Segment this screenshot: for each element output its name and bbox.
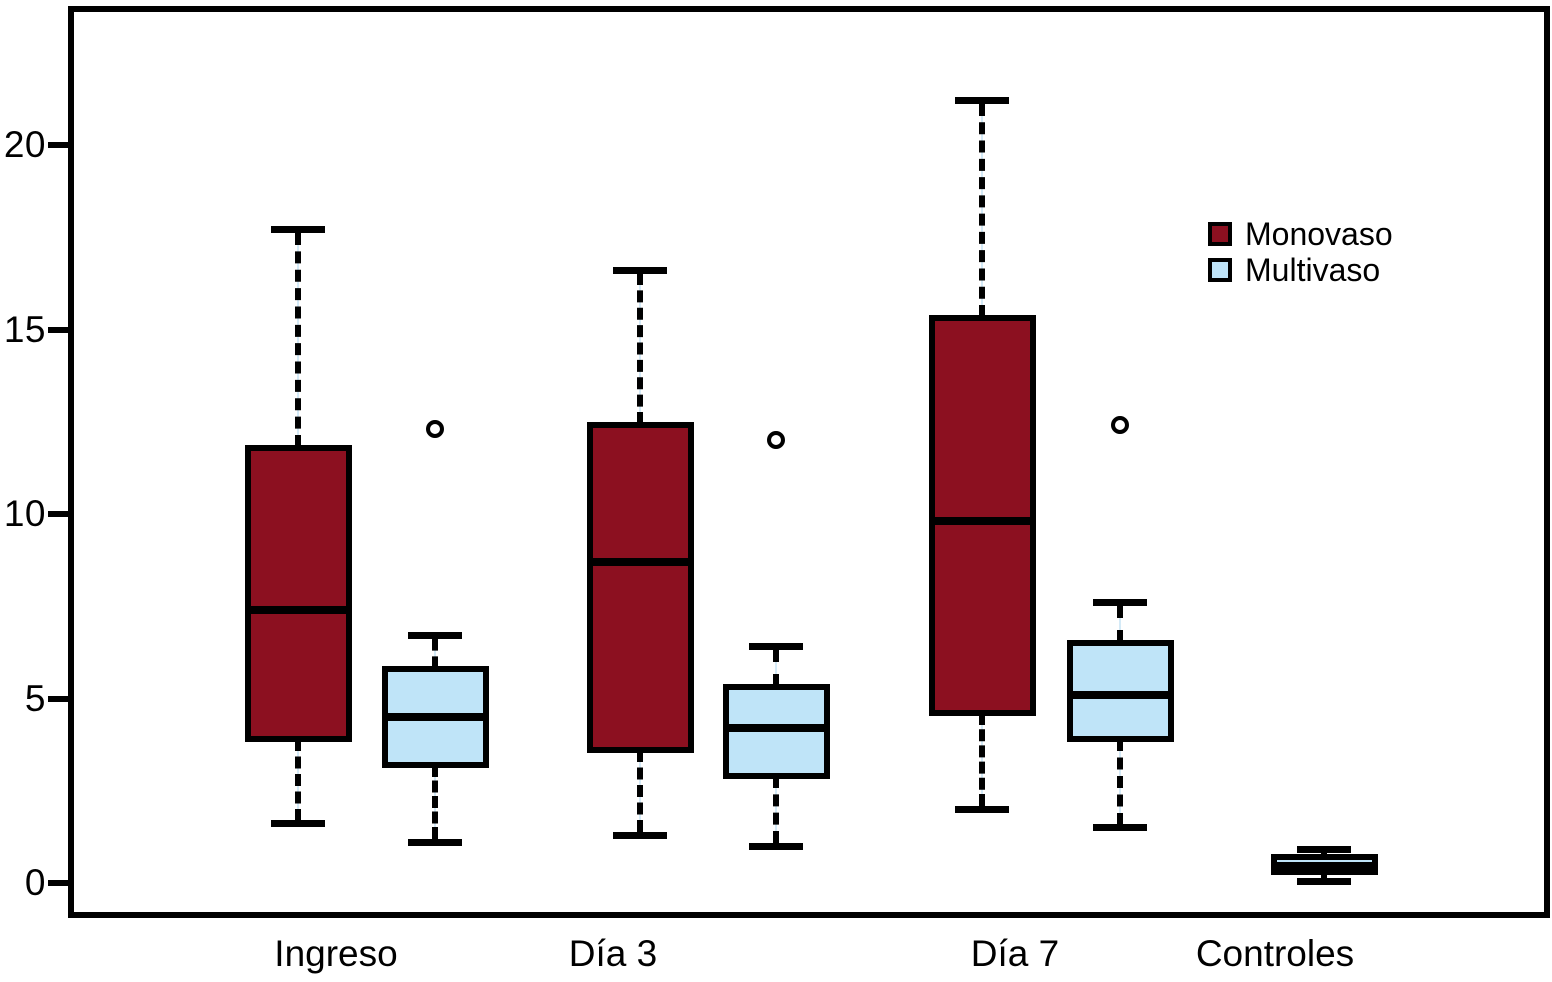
whisker-cap-min (955, 805, 1009, 813)
median-line-monovaso-dia-7 (934, 517, 1030, 526)
y-axis-tick (48, 880, 68, 886)
legend-label-monovaso: Monovaso (1245, 216, 1393, 252)
outlier-point-multivaso-dia-3 (767, 431, 785, 450)
whisker-lower-dashes (295, 739, 301, 821)
x-axis-label: Controles (1195, 933, 1355, 974)
y-axis-tick (48, 326, 68, 333)
whisker-cap-min (271, 820, 325, 828)
median-line-multivaso-dia-7 (1072, 690, 1168, 699)
legend: Monovaso Multivaso (1208, 216, 1393, 291)
y-axis-tick-label: 5 (24, 677, 46, 719)
y-axis-tick (48, 142, 68, 148)
whisker-lower-dashes (1321, 871, 1327, 879)
legend-entry-monovaso: Monovaso (1208, 216, 1393, 252)
whisker-cap-max (613, 266, 667, 274)
box-monovaso-dia-3 (586, 422, 694, 754)
outlier-point-multivaso-dia-7 (1111, 416, 1129, 435)
median-line-multivaso-ingreso (387, 712, 483, 721)
box-monovaso-dia-7 (928, 315, 1036, 717)
median-line-monovaso-ingreso (250, 605, 346, 614)
x-axis-label: Día 7 (970, 933, 1060, 974)
whisker-upper-dashes (1117, 605, 1123, 643)
whisker-upper-dashes (295, 232, 301, 447)
whisker-upper-dashes (637, 273, 643, 425)
y-axis-tick-label: 20 (3, 124, 46, 165)
whisker-cap-max (749, 643, 803, 651)
legend-swatch-multivaso-icon (1208, 258, 1232, 282)
x-axis-label: Ingreso (274, 933, 398, 974)
whisker-lower-dashes (773, 775, 779, 844)
whisker-upper-dashes (773, 649, 779, 687)
whisker-cap-max (1297, 846, 1351, 854)
median-line-multivaso-controles (1276, 862, 1372, 871)
whisker-upper-dashes (979, 103, 985, 318)
legend-swatch-monovaso-icon (1208, 222, 1232, 246)
whisker-cap-min (408, 838, 462, 846)
median-line-multivaso-dia-3 (728, 724, 824, 733)
whisker-cap-max (408, 632, 462, 640)
legend-entry-multivaso: Multivaso (1208, 252, 1393, 288)
whisker-cap-min (613, 831, 667, 839)
whisker-upper-dashes (432, 638, 438, 668)
y-axis-tick-label: 15 (3, 308, 46, 350)
whisker-lower-dashes (979, 713, 985, 807)
box-monovaso-ingreso (244, 444, 352, 743)
outlier-point-multivaso-ingreso (426, 420, 444, 439)
whisker-cap-max (955, 97, 1009, 105)
x-axis-label: Día 3 (568, 933, 658, 974)
y-axis-tick (48, 511, 68, 517)
whisker-lower-dashes (432, 764, 438, 840)
whisker-lower-dashes (637, 750, 643, 833)
whisker-cap-max (271, 226, 325, 234)
whisker-lower-dashes (1117, 739, 1123, 825)
whisker-cap-max (1093, 599, 1147, 607)
y-axis-tick-label: 0 (24, 862, 46, 903)
whisker-cap-min (1297, 877, 1351, 885)
y-axis-tick (48, 695, 68, 702)
median-line-monovaso-dia-3 (592, 557, 688, 566)
y-axis-tick-label: 10 (3, 493, 46, 534)
legend-label-multivaso: Multivaso (1245, 252, 1381, 288)
whisker-cap-min (749, 842, 803, 850)
whisker-cap-min (1093, 824, 1147, 832)
